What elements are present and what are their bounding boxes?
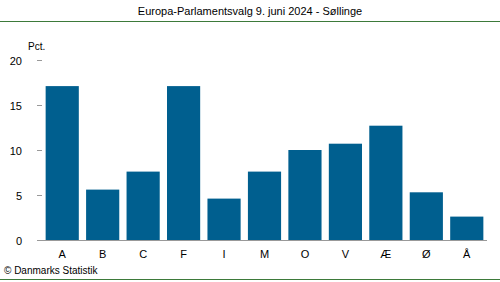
category-label: V [342, 248, 350, 260]
category-label: Ø [422, 248, 431, 260]
axis-line [42, 240, 487, 241]
source: © Danmarks Statistik [4, 265, 99, 276]
frame-line [0, 21, 500, 22]
tick-mark [37, 240, 42, 241]
frame-line [0, 279, 500, 280]
tick-label: 0 [16, 235, 22, 247]
category-label: M [260, 248, 269, 260]
tick-mark [37, 105, 42, 106]
bar [46, 86, 79, 240]
tick-label: 15 [10, 100, 22, 112]
tick-mark [37, 195, 42, 196]
bar [288, 150, 321, 240]
tick-label: 20 [10, 55, 22, 67]
chart: Europa-Parlamentsvalg 9. juni 2024 - Søl… [0, 0, 500, 282]
bar [248, 172, 281, 240]
bar [86, 190, 119, 240]
category-label: F [180, 248, 187, 260]
tick-label: 10 [10, 145, 22, 157]
bar [369, 126, 402, 240]
category-label: C [139, 248, 147, 260]
category-label: Æ [380, 248, 391, 260]
bar [450, 217, 483, 240]
bars [46, 86, 484, 240]
bar [167, 86, 200, 240]
category-label: B [99, 248, 106, 260]
category-label: A [59, 248, 67, 260]
category-label: O [301, 248, 310, 260]
title: Europa-Parlamentsvalg 9. juni 2024 - Søl… [138, 5, 362, 17]
bar [127, 172, 160, 240]
category-label: Å [463, 248, 471, 260]
bar [329, 144, 362, 240]
axis-label: Pct. [28, 41, 45, 52]
tick-mark [37, 60, 42, 61]
category-label: I [223, 248, 226, 260]
bar [410, 192, 443, 240]
tick-label: 5 [16, 190, 22, 202]
bar [207, 199, 240, 240]
tick-mark [37, 150, 42, 151]
